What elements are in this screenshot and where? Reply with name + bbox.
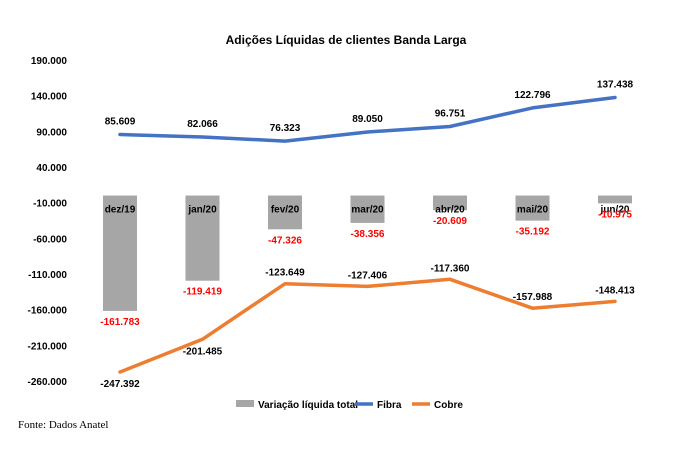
y-tick-label: -110.000 xyxy=(28,270,67,281)
cobre-value-label: -148.413 xyxy=(595,285,635,296)
category-label: mai/20 xyxy=(517,205,549,216)
bar-value-label: -35.192 xyxy=(516,227,550,238)
legend-label: Variação líquida total xyxy=(258,400,358,411)
chart-title: Adições Líquidas de clientes Banda Larga xyxy=(226,33,467,47)
category-label: fev/20 xyxy=(271,205,300,216)
fibra-value-label: 89.050 xyxy=(352,114,383,125)
bar-value-label: -38.356 xyxy=(351,229,385,240)
data-labels: -161.783 -119.419 -47.326 -38.356 -20.609 -35… xyxy=(100,79,635,390)
fibra-value-label: 96.751 xyxy=(435,109,466,120)
y-tick-label: 190.000 xyxy=(31,56,68,67)
cobre-value-label: -157.988 xyxy=(513,292,553,303)
fibra-value-label: 122.796 xyxy=(514,90,551,101)
bar xyxy=(185,195,220,281)
bar xyxy=(598,195,632,204)
legend-label: Fibra xyxy=(377,400,402,411)
legend: Variação líquida total Fibra Cobre xyxy=(236,400,463,411)
y-tick-label: -260.000 xyxy=(28,377,68,388)
fibra-value-label: 137.438 xyxy=(597,79,634,90)
bar-value-label: -161.783 xyxy=(100,317,140,328)
y-axis: 190.000 140.000 90.000 40.000 -10.000 -60.000… xyxy=(28,56,68,388)
bar xyxy=(433,195,467,211)
bar-value-label: -47.326 xyxy=(268,235,302,246)
category-label: abr/20 xyxy=(435,205,465,216)
bar xyxy=(515,195,550,221)
series-lines xyxy=(118,95,617,374)
cobre-value-label: -127.406 xyxy=(348,270,388,281)
cobre-value-label: -123.649 xyxy=(265,268,305,279)
y-tick-label: -210.000 xyxy=(28,341,68,352)
y-tick-label: 90.000 xyxy=(36,127,67,138)
y-tick-label: -160.000 xyxy=(28,306,68,317)
cobre-value-label: -117.360 xyxy=(431,263,470,274)
fibra-value-label: 85.609 xyxy=(105,116,136,127)
y-tick-label: 140.000 xyxy=(31,92,68,103)
bar-value-label: -20.609 xyxy=(433,216,467,227)
bar xyxy=(350,195,385,223)
bars xyxy=(103,195,632,311)
cobre-value-label: -201.485 xyxy=(183,346,223,357)
y-tick-label: 40.000 xyxy=(36,163,67,174)
legend-swatch xyxy=(236,400,254,407)
series-line-cobre xyxy=(118,277,617,374)
source-note: Fonte: Dados Anatel xyxy=(18,419,109,431)
category-labels: dez/19 jan/20 fev/20 mar/20 abr/20 mai/20 jun/… xyxy=(105,205,630,216)
category-label: jan/20 xyxy=(187,205,217,216)
bar-value-label: -10.975 xyxy=(598,209,632,220)
y-tick-label: -60.000 xyxy=(33,234,67,245)
cobre-value-label: -247.392 xyxy=(100,379,140,390)
bar-value-label: -119.419 xyxy=(183,287,222,298)
fibra-value-label: 76.323 xyxy=(270,123,301,134)
category-label: jun/20 xyxy=(600,205,630,216)
series-line-fibra xyxy=(118,95,617,143)
legend-label: Cobre xyxy=(434,400,463,411)
bar xyxy=(268,195,302,230)
fibra-value-label: 82.066 xyxy=(187,119,218,130)
category-label: dez/19 xyxy=(105,205,136,216)
category-label: mar/20 xyxy=(351,205,384,216)
y-tick-label: -10.000 xyxy=(33,199,67,210)
bar xyxy=(103,195,137,311)
